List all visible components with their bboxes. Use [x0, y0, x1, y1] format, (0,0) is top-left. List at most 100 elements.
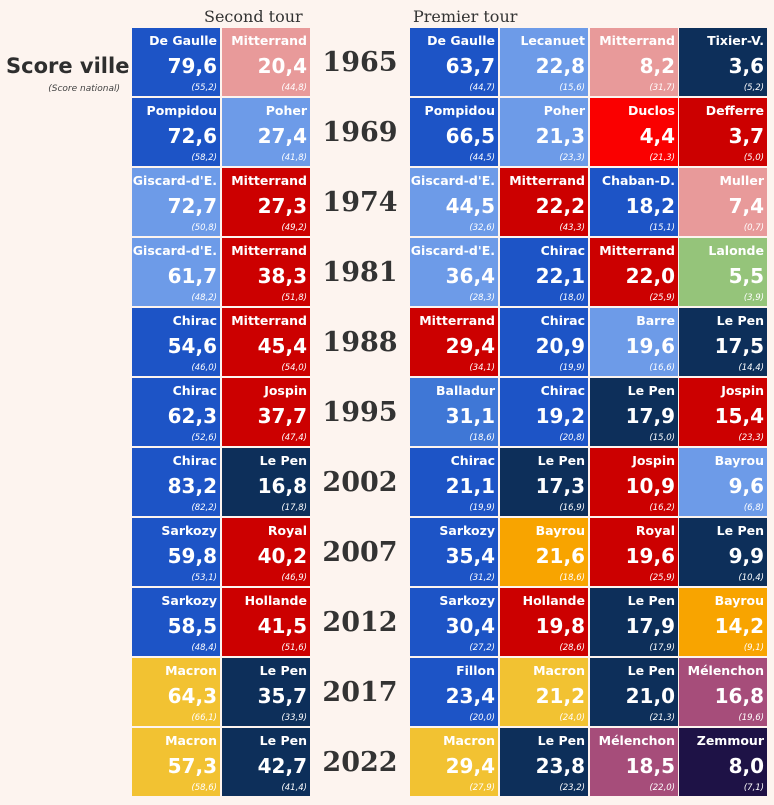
candidate-name: Duclos	[628, 103, 675, 118]
national-score: (19,9)	[469, 503, 495, 513]
candidate-name: Barre	[636, 313, 675, 328]
candidate-cell: Bayrou 21,6 (18,6)	[500, 518, 588, 586]
candidate-name: Bayrou	[714, 453, 764, 468]
candidate-cell: Chirac 20,9 (19,9)	[500, 308, 588, 376]
candidate-cell: Le Pen 42,7 (41,4)	[222, 728, 310, 796]
national-score: (82,2)	[191, 503, 217, 513]
candidate-name: Giscard-d'E.	[132, 243, 217, 258]
candidate-name: Lalonde	[708, 243, 764, 258]
national-score: (17,9)	[649, 643, 675, 653]
candidate-name: Royal	[635, 523, 675, 538]
candidate-name: Hollande	[244, 593, 307, 608]
national-score: (66,1)	[191, 713, 217, 723]
candidate-cell: Chirac 22,1 (18,0)	[500, 238, 588, 306]
election-year: 1981	[322, 257, 398, 288]
candidate-name: Mitterrand	[599, 33, 675, 48]
city-score: 61,7	[167, 264, 217, 288]
national-score: (9,1)	[743, 643, 764, 653]
candidate-cell: Macron 57,3 (58,6)	[132, 728, 220, 796]
national-score: (31,7)	[649, 83, 675, 93]
candidate-name: Mitterrand	[599, 243, 675, 258]
election-year: 1969	[322, 117, 398, 148]
candidate-name: Le Pen	[537, 733, 585, 748]
candidate-cell: Poher 21,3 (23,3)	[500, 98, 588, 166]
national-score: (20,8)	[559, 433, 585, 443]
candidate-cell: Jospin 15,4 (23,3)	[679, 378, 767, 446]
candidate-name: Sarkozy	[161, 593, 217, 608]
national-score: (44,7)	[469, 83, 495, 93]
city-score: 64,3	[167, 684, 217, 708]
national-score: (43,3)	[559, 223, 585, 233]
national-score: (41,4)	[281, 783, 307, 793]
candidate-name: Bayrou	[535, 523, 585, 538]
city-score: 19,6	[625, 334, 675, 358]
candidate-name: Giscard-d'E.	[410, 243, 495, 258]
city-score: 27,3	[257, 194, 307, 218]
candidate-cell: Mélenchon 16,8 (19,6)	[679, 658, 767, 726]
national-score: (19,9)	[559, 363, 585, 373]
national-score: (25,9)	[649, 573, 675, 583]
city-score: 17,3	[535, 474, 585, 498]
candidate-cell: Chirac 83,2 (82,2)	[132, 448, 220, 516]
national-score: (22,0)	[649, 783, 675, 793]
candidate-cell: Le Pen 21,0 (21,3)	[590, 658, 678, 726]
city-score: 22,1	[535, 264, 585, 288]
candidate-name: Tixier-V.	[707, 33, 764, 48]
national-score: (44,8)	[281, 83, 307, 93]
national-score: (25,9)	[649, 293, 675, 303]
candidate-name: Defferre	[705, 103, 764, 118]
candidate-name: Le Pen	[716, 523, 764, 538]
candidate-name: Mitterrand	[231, 173, 307, 188]
candidate-cell: Zemmour 8,0 (7,1)	[679, 728, 767, 796]
city-score: 18,5	[625, 754, 675, 778]
candidate-cell: Balladur 31,1 (18,6)	[410, 378, 498, 446]
national-score: (16,6)	[649, 363, 675, 373]
score-national-subtitle: (Score national)	[48, 84, 120, 94]
candidate-name: Le Pen	[537, 453, 585, 468]
candidate-cell: Mitterrand 8,2 (31,7)	[590, 28, 678, 96]
national-score: (31,2)	[469, 573, 495, 583]
city-score: 22,2	[535, 194, 585, 218]
candidate-name: Chirac	[540, 243, 585, 258]
national-score: (28,3)	[469, 293, 495, 303]
city-score: 79,6	[167, 54, 217, 78]
national-score: (20,0)	[469, 713, 495, 723]
candidate-cell: Le Pen 17,9 (17,9)	[590, 588, 678, 656]
candidate-name: Poher	[265, 103, 307, 118]
candidate-cell: Macron 21,2 (24,0)	[500, 658, 588, 726]
candidate-cell: Le Pen 17,9 (15,0)	[590, 378, 678, 446]
national-score: (41,8)	[281, 153, 307, 163]
city-score: 21,1	[445, 474, 495, 498]
candidate-name: Jospin	[721, 383, 764, 398]
city-score: 8,2	[639, 54, 675, 78]
candidate-name: Le Pen	[716, 313, 764, 328]
city-score: 62,3	[167, 404, 217, 428]
candidate-cell: Le Pen 9,9 (10,4)	[679, 518, 767, 586]
candidate-cell: Fillon 23,4 (20,0)	[410, 658, 498, 726]
candidate-cell: Mélenchon 18,5 (22,0)	[590, 728, 678, 796]
candidate-cell: Chirac 19,2 (20,8)	[500, 378, 588, 446]
national-score: (48,2)	[191, 293, 217, 303]
national-score: (47,4)	[281, 433, 307, 443]
election-year: 2007	[322, 537, 398, 568]
candidate-cell: Sarkozy 59,8 (53,1)	[132, 518, 220, 586]
candidate-name: Mitterrand	[231, 243, 307, 258]
city-score: 14,2	[714, 614, 764, 638]
national-score: (5,2)	[743, 83, 764, 93]
candidate-cell: Sarkozy 58,5 (48,4)	[132, 588, 220, 656]
candidate-cell: Chaban-D. 18,2 (15,1)	[590, 168, 678, 236]
candidate-cell: Le Pen 16,8 (17,8)	[222, 448, 310, 516]
national-score: (50,8)	[191, 223, 217, 233]
candidate-name: Chaban-D.	[601, 173, 675, 188]
city-score: 58,5	[167, 614, 217, 638]
city-score: 23,8	[535, 754, 585, 778]
candidate-cell: Le Pen 17,5 (14,4)	[679, 308, 767, 376]
national-score: (7,1)	[743, 783, 764, 793]
candidate-name: De Gaulle	[149, 33, 217, 48]
candidate-cell: Mitterrand 27,3 (49,2)	[222, 168, 310, 236]
city-score: 27,4	[257, 124, 307, 148]
national-score: (18,0)	[559, 293, 585, 303]
national-score: (15,0)	[649, 433, 675, 443]
city-score: 3,7	[728, 124, 764, 148]
national-score: (0,7)	[743, 223, 764, 233]
